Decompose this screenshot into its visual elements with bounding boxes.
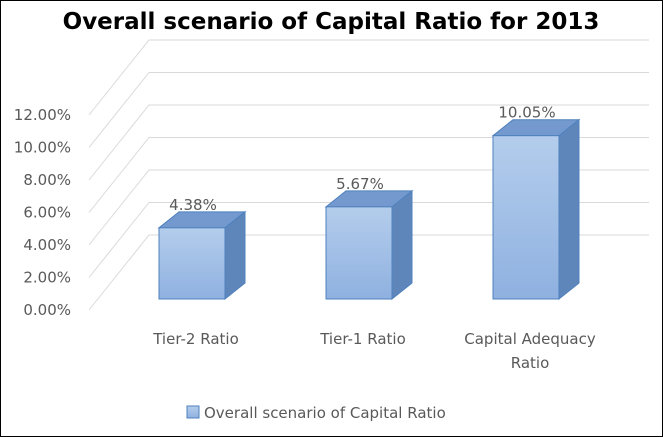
y-tick-label: 12.00% [14,106,71,124]
category-label: Tier-1 Ratio [319,330,406,348]
bar [324,189,414,301]
gridline [88,39,649,116]
bars [157,118,581,301]
data-label: 4.38% [169,196,217,214]
gridline [88,202,649,278]
gridline [88,137,649,213]
legend-swatch [186,405,200,419]
y-tick-label: 6.00% [23,204,71,222]
y-tick-label: 4.00% [23,236,71,254]
category-label: Capital Adequacy [464,330,596,348]
y-tick-label: 8.00% [23,171,71,189]
bar-front-face [325,206,393,300]
data-label: 10.05% [498,104,555,122]
gridlines [88,39,649,311]
gridline [88,104,649,181]
bar [491,118,581,301]
y-tick-label: 2.00% [23,269,71,287]
category-label: Ratio [511,354,550,372]
legend: Overall scenario of Capital Ratio [186,404,446,422]
bar-front-face [158,227,226,300]
data-label: 5.67% [336,175,384,193]
gridline [88,169,649,246]
chart-title: Overall scenario of Capital Ratio for 20… [63,9,600,35]
category-labels: Tier-2 Ratio Tier-1 Ratio Capital Adequacy… [152,330,596,372]
category-label: Tier-2 Ratio [152,330,239,348]
y-tick-label: 10.00% [14,139,71,157]
gridline [88,72,649,148]
y-tick-label: 0.00% [23,301,71,319]
gridline [88,234,649,311]
bar [157,210,247,301]
y-axis-tick-labels: 0.00% 2.00% 4.00% 6.00% 8.00% 10.00% 12.00% [14,106,71,319]
bar-front-face [492,135,560,300]
bar-side-face [391,189,413,301]
data-labels: 4.38% 5.67% 10.05% [169,104,555,214]
legend-label: Overall scenario of Capital Ratio [204,404,446,422]
bar-side-face [558,118,580,301]
